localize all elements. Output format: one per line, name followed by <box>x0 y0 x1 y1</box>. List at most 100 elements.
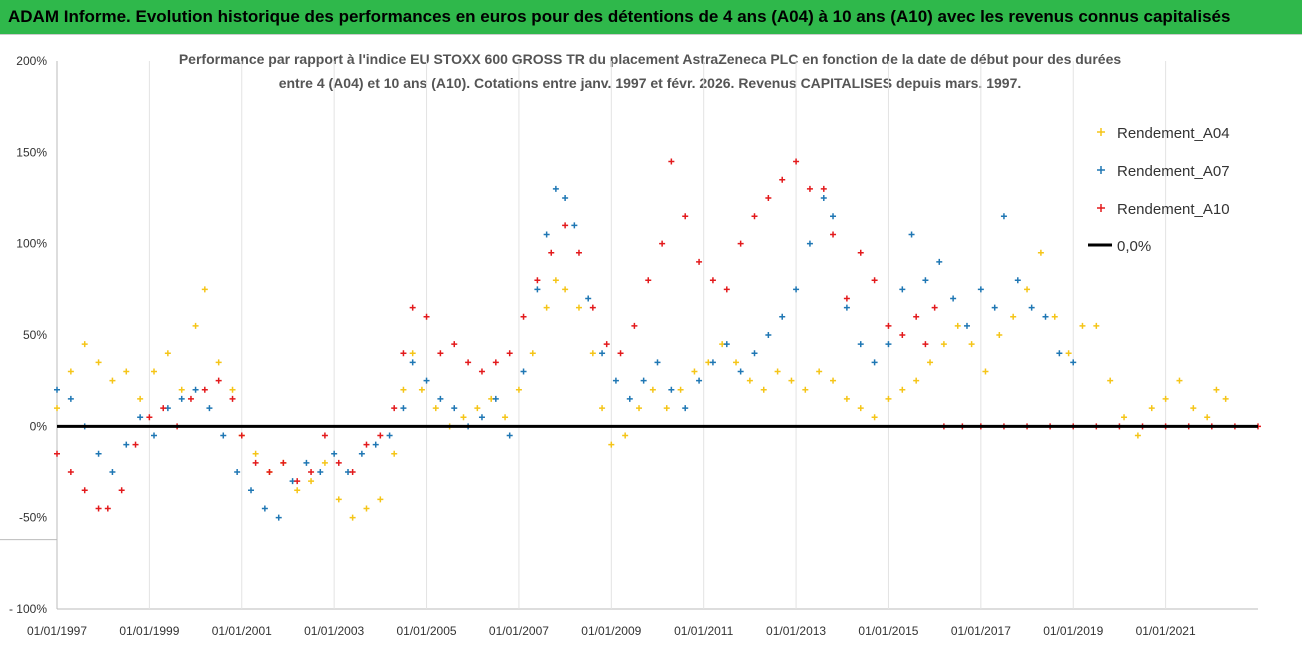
data-point <box>723 341 730 348</box>
data-point <box>709 277 716 284</box>
y-tick-label: 200% <box>16 54 47 68</box>
data-point <box>187 395 194 402</box>
data-point <box>478 368 485 375</box>
data-point <box>774 368 781 375</box>
data-point <box>1107 377 1114 384</box>
data-point <box>294 478 301 485</box>
data-point <box>612 377 619 384</box>
data-point <box>599 405 606 412</box>
data-point <box>1176 377 1183 384</box>
data-point <box>857 249 864 256</box>
data-point <box>1037 249 1044 256</box>
data-point <box>940 341 947 348</box>
data-point <box>123 368 130 375</box>
data-point <box>899 332 906 338</box>
data-point <box>451 341 458 348</box>
data-point <box>492 395 499 402</box>
data-point <box>451 405 458 412</box>
data-point <box>437 395 444 402</box>
legend-label: 0,0% <box>1117 238 1151 255</box>
data-point <box>423 313 430 320</box>
x-tick-label: 01/01/2011 <box>674 624 733 638</box>
x-tick-label: 01/01/2021 <box>1136 624 1196 638</box>
data-point <box>506 350 513 357</box>
x-tick-label: 01/01/2003 <box>304 624 364 638</box>
data-point <box>1042 313 1049 320</box>
data-point <box>779 313 786 320</box>
data-point <box>622 432 629 439</box>
data-point <box>331 450 338 457</box>
data-point <box>520 368 527 375</box>
data-point <box>437 350 444 357</box>
data-point <box>266 469 273 475</box>
data-point <box>788 377 795 384</box>
data-point <box>67 395 74 402</box>
data-point <box>885 341 892 348</box>
data-point <box>626 395 633 402</box>
data-point <box>137 395 144 402</box>
data-point <box>67 469 74 475</box>
data-point <box>238 432 245 439</box>
legend-label: Rendement_A07 <box>1117 163 1230 180</box>
x-tick-label: 01/01/1997 <box>27 624 87 638</box>
data-point <box>409 359 416 366</box>
data-point <box>1028 304 1035 311</box>
data-point <box>377 496 384 503</box>
data-point <box>160 405 167 412</box>
data-point <box>1010 313 1017 320</box>
data-point <box>349 514 356 521</box>
data-point <box>1070 359 1077 366</box>
data-point <box>248 487 255 494</box>
data-point <box>636 405 643 412</box>
data-point <box>317 469 324 475</box>
data-point <box>733 359 740 366</box>
y-tick-label: -50% <box>19 511 47 525</box>
data-point <box>534 277 541 284</box>
data-point <box>95 450 102 457</box>
data-point <box>617 350 624 357</box>
x-tick-label: 01/01/2009 <box>581 624 641 638</box>
data-point <box>871 414 878 421</box>
data-point <box>358 450 365 457</box>
data-point <box>372 441 379 448</box>
data-point <box>118 487 125 494</box>
data-point <box>857 341 864 348</box>
data-point <box>391 405 398 412</box>
data-point <box>151 368 158 375</box>
data-point <box>899 386 906 393</box>
data-point <box>1024 286 1031 293</box>
data-point <box>1093 322 1100 329</box>
data-point <box>1162 395 1169 402</box>
data-point <box>737 368 744 375</box>
data-point <box>640 377 647 384</box>
data-point <box>760 386 767 393</box>
data-point <box>765 332 772 338</box>
data-point <box>474 405 481 412</box>
data-point <box>908 231 915 238</box>
data-point <box>137 414 144 421</box>
data-point <box>423 377 430 384</box>
data-point <box>1056 350 1063 357</box>
data-point <box>363 505 370 512</box>
data-point <box>696 258 703 265</box>
data-point <box>377 432 384 439</box>
data-point <box>723 286 730 293</box>
data-point <box>746 377 753 384</box>
data-point <box>751 350 758 357</box>
x-tick-label: 01/01/1999 <box>119 624 179 638</box>
data-point <box>543 304 550 311</box>
data-point <box>885 322 892 329</box>
data-point <box>478 414 485 421</box>
data-point <box>308 478 315 485</box>
data-point <box>146 414 153 421</box>
data-point <box>95 505 102 512</box>
data-point <box>303 459 310 466</box>
data-point <box>649 386 656 393</box>
data-point <box>229 386 236 393</box>
data-point <box>737 240 744 247</box>
data-point <box>931 304 938 311</box>
data-point <box>252 450 259 457</box>
data-point <box>308 469 315 475</box>
data-point <box>465 359 472 366</box>
data-point <box>335 459 342 466</box>
